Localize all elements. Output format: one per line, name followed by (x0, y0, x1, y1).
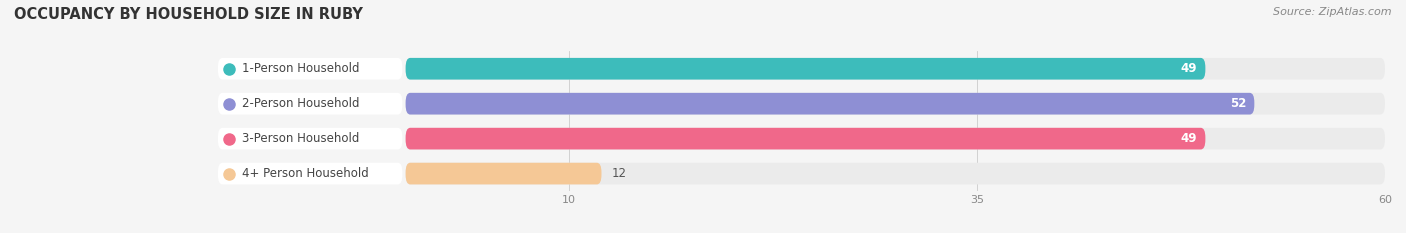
Text: 1-Person Household: 1-Person Household (242, 62, 360, 75)
Text: OCCUPANCY BY HOUSEHOLD SIZE IN RUBY: OCCUPANCY BY HOUSEHOLD SIZE IN RUBY (14, 7, 363, 22)
FancyBboxPatch shape (218, 93, 402, 115)
FancyBboxPatch shape (218, 163, 402, 185)
Text: 2-Person Household: 2-Person Household (242, 97, 360, 110)
Text: 52: 52 (1230, 97, 1246, 110)
FancyBboxPatch shape (405, 128, 1385, 150)
FancyBboxPatch shape (405, 93, 1385, 115)
Text: 4+ Person Household: 4+ Person Household (242, 167, 370, 180)
FancyBboxPatch shape (405, 93, 1254, 115)
FancyBboxPatch shape (218, 128, 402, 150)
FancyBboxPatch shape (405, 163, 1385, 185)
Text: 12: 12 (612, 167, 626, 180)
FancyBboxPatch shape (218, 58, 402, 80)
Text: Source: ZipAtlas.com: Source: ZipAtlas.com (1274, 7, 1392, 17)
FancyBboxPatch shape (405, 128, 1205, 150)
Text: 49: 49 (1181, 132, 1198, 145)
FancyBboxPatch shape (405, 163, 602, 185)
Text: 3-Person Household: 3-Person Household (242, 132, 360, 145)
Text: 49: 49 (1181, 62, 1198, 75)
FancyBboxPatch shape (405, 58, 1205, 80)
FancyBboxPatch shape (405, 58, 1385, 80)
